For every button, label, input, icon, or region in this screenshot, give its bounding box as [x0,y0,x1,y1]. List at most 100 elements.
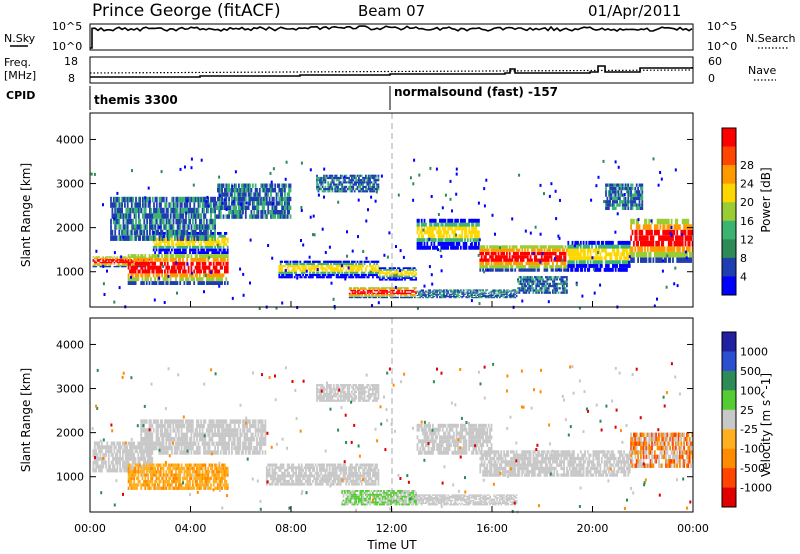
echo-cell [468,222,471,227]
echo-cell [490,297,493,299]
echo-cell [247,205,250,210]
echo-cell [225,265,228,270]
echo-cell [377,174,380,177]
echo-cell [439,296,441,298]
echo-cell [366,183,369,186]
echo-cell [483,265,486,269]
echo-cell [369,183,371,186]
echo-cell [614,193,617,197]
echo-cell [369,185,371,188]
echo-cell [385,273,388,276]
echo-point [485,178,488,182]
echo-cell [250,192,253,197]
echo-cell [419,245,422,250]
echo-cell [464,234,466,239]
echo-cell [152,269,155,274]
echo-cell [311,260,314,263]
echo-cell [373,190,376,193]
echo-cell [642,224,645,230]
echo-cell [210,202,212,208]
echo-cell [355,296,358,299]
echo-cell [376,273,378,277]
echo-cell [190,196,193,203]
echo-cell [687,246,690,252]
echo-cell [490,261,493,266]
echo-cell [176,251,179,255]
echo-cell [409,272,412,274]
echo-cell [155,218,158,225]
echo-cell [155,273,158,278]
echo-cell [471,297,473,299]
echo-cell [131,263,134,265]
echo-point [581,294,584,298]
echo-cell [261,183,264,188]
echo-cell [157,265,159,270]
echo-cell [367,181,370,184]
echo-cell [398,287,401,289]
echo-cell [563,265,565,269]
echo-cell [159,281,162,285]
echo-cell [222,183,225,188]
echo-cell [258,192,261,197]
echo-cell [540,248,543,252]
echo-cell [684,240,687,247]
echo-cell [289,260,292,263]
echo-cell [225,196,228,202]
echo-cell [511,297,514,299]
echo-cell [324,260,327,263]
echo-cell [556,278,558,281]
echo-cell [189,202,191,208]
echo-cell [459,291,462,293]
echo-cell [292,269,295,272]
echo-cell [362,271,364,274]
echo-cell [508,248,511,252]
echo-cell [398,277,401,279]
echo-cell [198,257,201,262]
echo-cell [372,185,374,188]
echo-cell [430,294,433,296]
echo-cell [554,251,557,256]
echo-cell [284,265,286,268]
echo-cell [405,277,408,279]
echo-cell [672,229,674,236]
echo-cell [215,248,218,252]
echo-cell [374,181,377,184]
echo-cell [553,245,556,249]
echo-cell [159,237,162,241]
echo-cell [366,181,369,184]
echo-cell [168,243,170,246]
echo-cell [359,291,362,293]
echo-cell [330,176,332,180]
echo-cell [151,229,154,236]
echo-cell [397,270,399,273]
echo-cell [526,245,529,249]
echo-cell [224,251,226,255]
echo-cell [416,218,419,223]
echo-cell [225,243,228,246]
echo-cell [471,226,473,231]
echo-cell [473,297,476,299]
echo-cell [499,258,501,262]
echo-cell [552,245,554,249]
echo-cell [355,269,357,272]
echo-cell [166,251,169,255]
echo-cell [102,261,105,264]
echo-cell [261,188,264,193]
echo-cell [261,196,264,202]
echo-cell [160,213,162,219]
echo-cell [365,296,368,299]
echo-cell [327,262,330,266]
echo-cell [116,257,119,260]
echo-cell [619,267,621,272]
echo-cell [422,297,424,299]
echo-cell [126,213,129,219]
echo-point [365,256,368,260]
echo-cell [673,246,676,252]
echo-cell [166,254,169,258]
echo-cell [373,188,376,191]
echo-cell [637,218,639,225]
echo-cell [281,260,283,263]
echo-cell [159,234,162,238]
echo-cell [592,260,595,265]
echo-cell [399,275,402,278]
